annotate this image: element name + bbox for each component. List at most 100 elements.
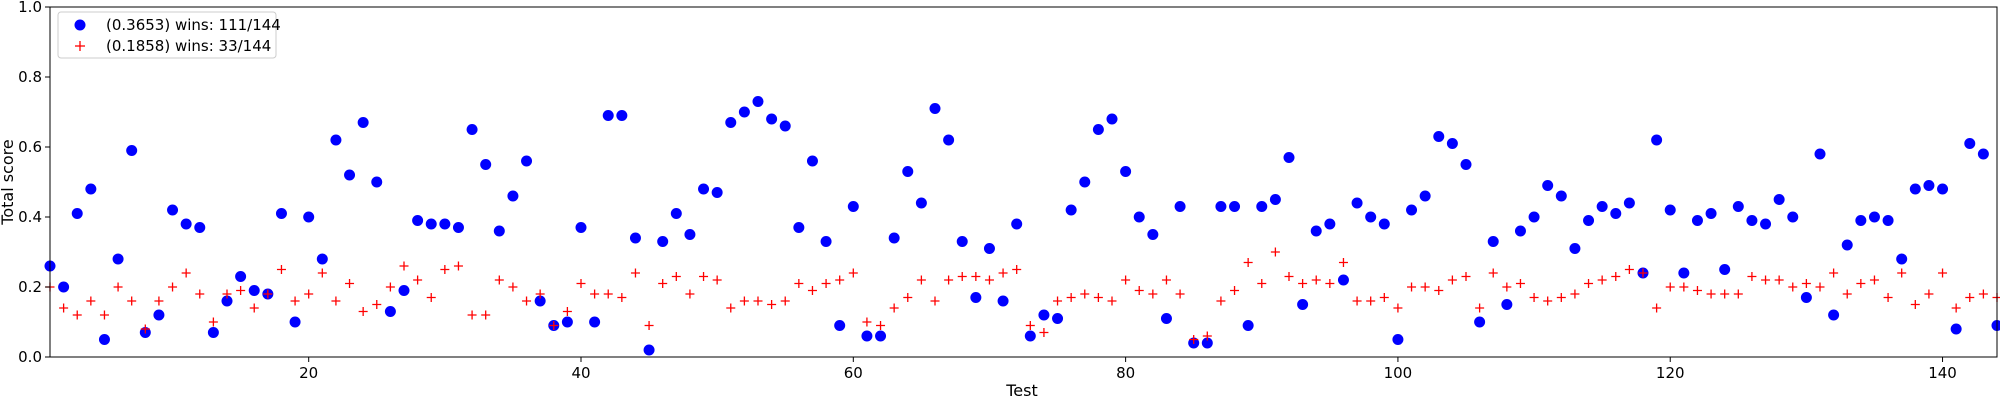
data-point	[820, 236, 832, 247]
data-point	[1325, 279, 1335, 288]
data-point	[290, 296, 300, 306]
y-tick-label: 0.2	[18, 278, 42, 296]
data-point	[576, 279, 586, 288]
data-point	[1161, 275, 1171, 285]
data-point	[875, 330, 887, 342]
data-point	[236, 286, 246, 295]
data-point	[480, 159, 492, 170]
data-point	[1092, 124, 1104, 135]
data-point	[1160, 313, 1172, 324]
data-point	[1760, 218, 1772, 230]
data-point	[1897, 268, 1907, 278]
data-point	[1106, 113, 1118, 125]
data-point	[1664, 204, 1676, 216]
data-point	[1923, 180, 1935, 191]
y-tick-label: 1.0	[18, 0, 42, 16]
data-point	[1801, 279, 1811, 288]
data-point	[1965, 293, 1975, 302]
data-point	[738, 106, 750, 118]
data-point	[902, 166, 914, 177]
data-point	[439, 218, 451, 230]
data-point	[1366, 296, 1376, 306]
data-point	[1977, 148, 1989, 160]
data-point	[195, 289, 205, 299]
data-point	[330, 134, 342, 146]
data-point	[549, 321, 559, 330]
data-point	[1392, 334, 1404, 345]
data-point	[168, 282, 178, 292]
data-point	[1229, 201, 1241, 212]
data-point	[726, 303, 736, 313]
data-point	[1691, 215, 1703, 226]
data-point	[1746, 215, 1758, 226]
data-point	[181, 268, 191, 278]
data-point	[1175, 289, 1185, 299]
data-point	[1066, 293, 1076, 302]
data-point	[1324, 218, 1336, 230]
x-tick-label: 140	[1928, 364, 1957, 382]
data-point	[1733, 289, 1743, 299]
data-point	[888, 232, 900, 244]
x-axis-label: Test	[1005, 381, 1038, 400]
series-1	[44, 96, 2000, 356]
data-point	[426, 293, 436, 302]
data-point	[983, 243, 995, 254]
x-tick-label: 20	[299, 364, 318, 382]
data-point	[275, 208, 287, 219]
data-point	[1174, 201, 1186, 212]
data-point	[603, 289, 613, 299]
data-point	[1298, 279, 1308, 288]
data-point	[1815, 282, 1825, 292]
data-point	[1638, 268, 1648, 278]
data-point	[1270, 247, 1280, 257]
data-point	[1351, 197, 1363, 209]
data-point	[1038, 309, 1050, 321]
data-point	[467, 310, 477, 320]
data-point	[1624, 265, 1634, 274]
series-2	[45, 247, 2000, 344]
data-point	[1761, 275, 1771, 285]
data-point	[317, 268, 327, 278]
data-point	[1093, 293, 1103, 302]
data-point	[1964, 138, 1976, 149]
data-point	[847, 201, 859, 212]
data-point	[753, 296, 763, 306]
data-point	[112, 253, 124, 265]
data-point	[207, 327, 219, 338]
data-point	[222, 289, 232, 299]
data-point	[1202, 331, 1212, 341]
data-point	[766, 113, 778, 125]
data-point	[1433, 131, 1445, 142]
data-point	[86, 296, 96, 306]
data-point	[1434, 286, 1444, 295]
data-point	[1311, 275, 1321, 285]
data-point	[590, 289, 600, 299]
data-point	[398, 285, 410, 296]
data-point	[1215, 201, 1227, 212]
data-point	[997, 295, 1009, 307]
data-point	[1065, 204, 1077, 216]
data-point	[861, 330, 873, 342]
data-point	[1148, 289, 1158, 299]
data-point	[685, 289, 695, 299]
data-point	[1570, 289, 1580, 299]
data-point	[835, 275, 845, 285]
data-point	[876, 321, 886, 330]
data-point	[1487, 236, 1499, 247]
data-point	[848, 268, 858, 278]
data-point	[208, 317, 218, 327]
data-point	[698, 183, 710, 195]
data-point	[1678, 267, 1690, 279]
data-point	[1978, 289, 1988, 299]
data-point	[1611, 272, 1621, 281]
data-point	[956, 236, 968, 247]
data-point	[507, 190, 519, 202]
data-point	[1883, 293, 1893, 302]
data-point	[1910, 300, 1920, 309]
data-point	[358, 307, 368, 316]
data-point	[1419, 190, 1431, 202]
data-point	[602, 110, 614, 121]
data-point	[1515, 279, 1525, 288]
data-point	[1475, 303, 1485, 313]
legend-label-series-2: (0.1858) wins: 33/144	[106, 37, 271, 55]
